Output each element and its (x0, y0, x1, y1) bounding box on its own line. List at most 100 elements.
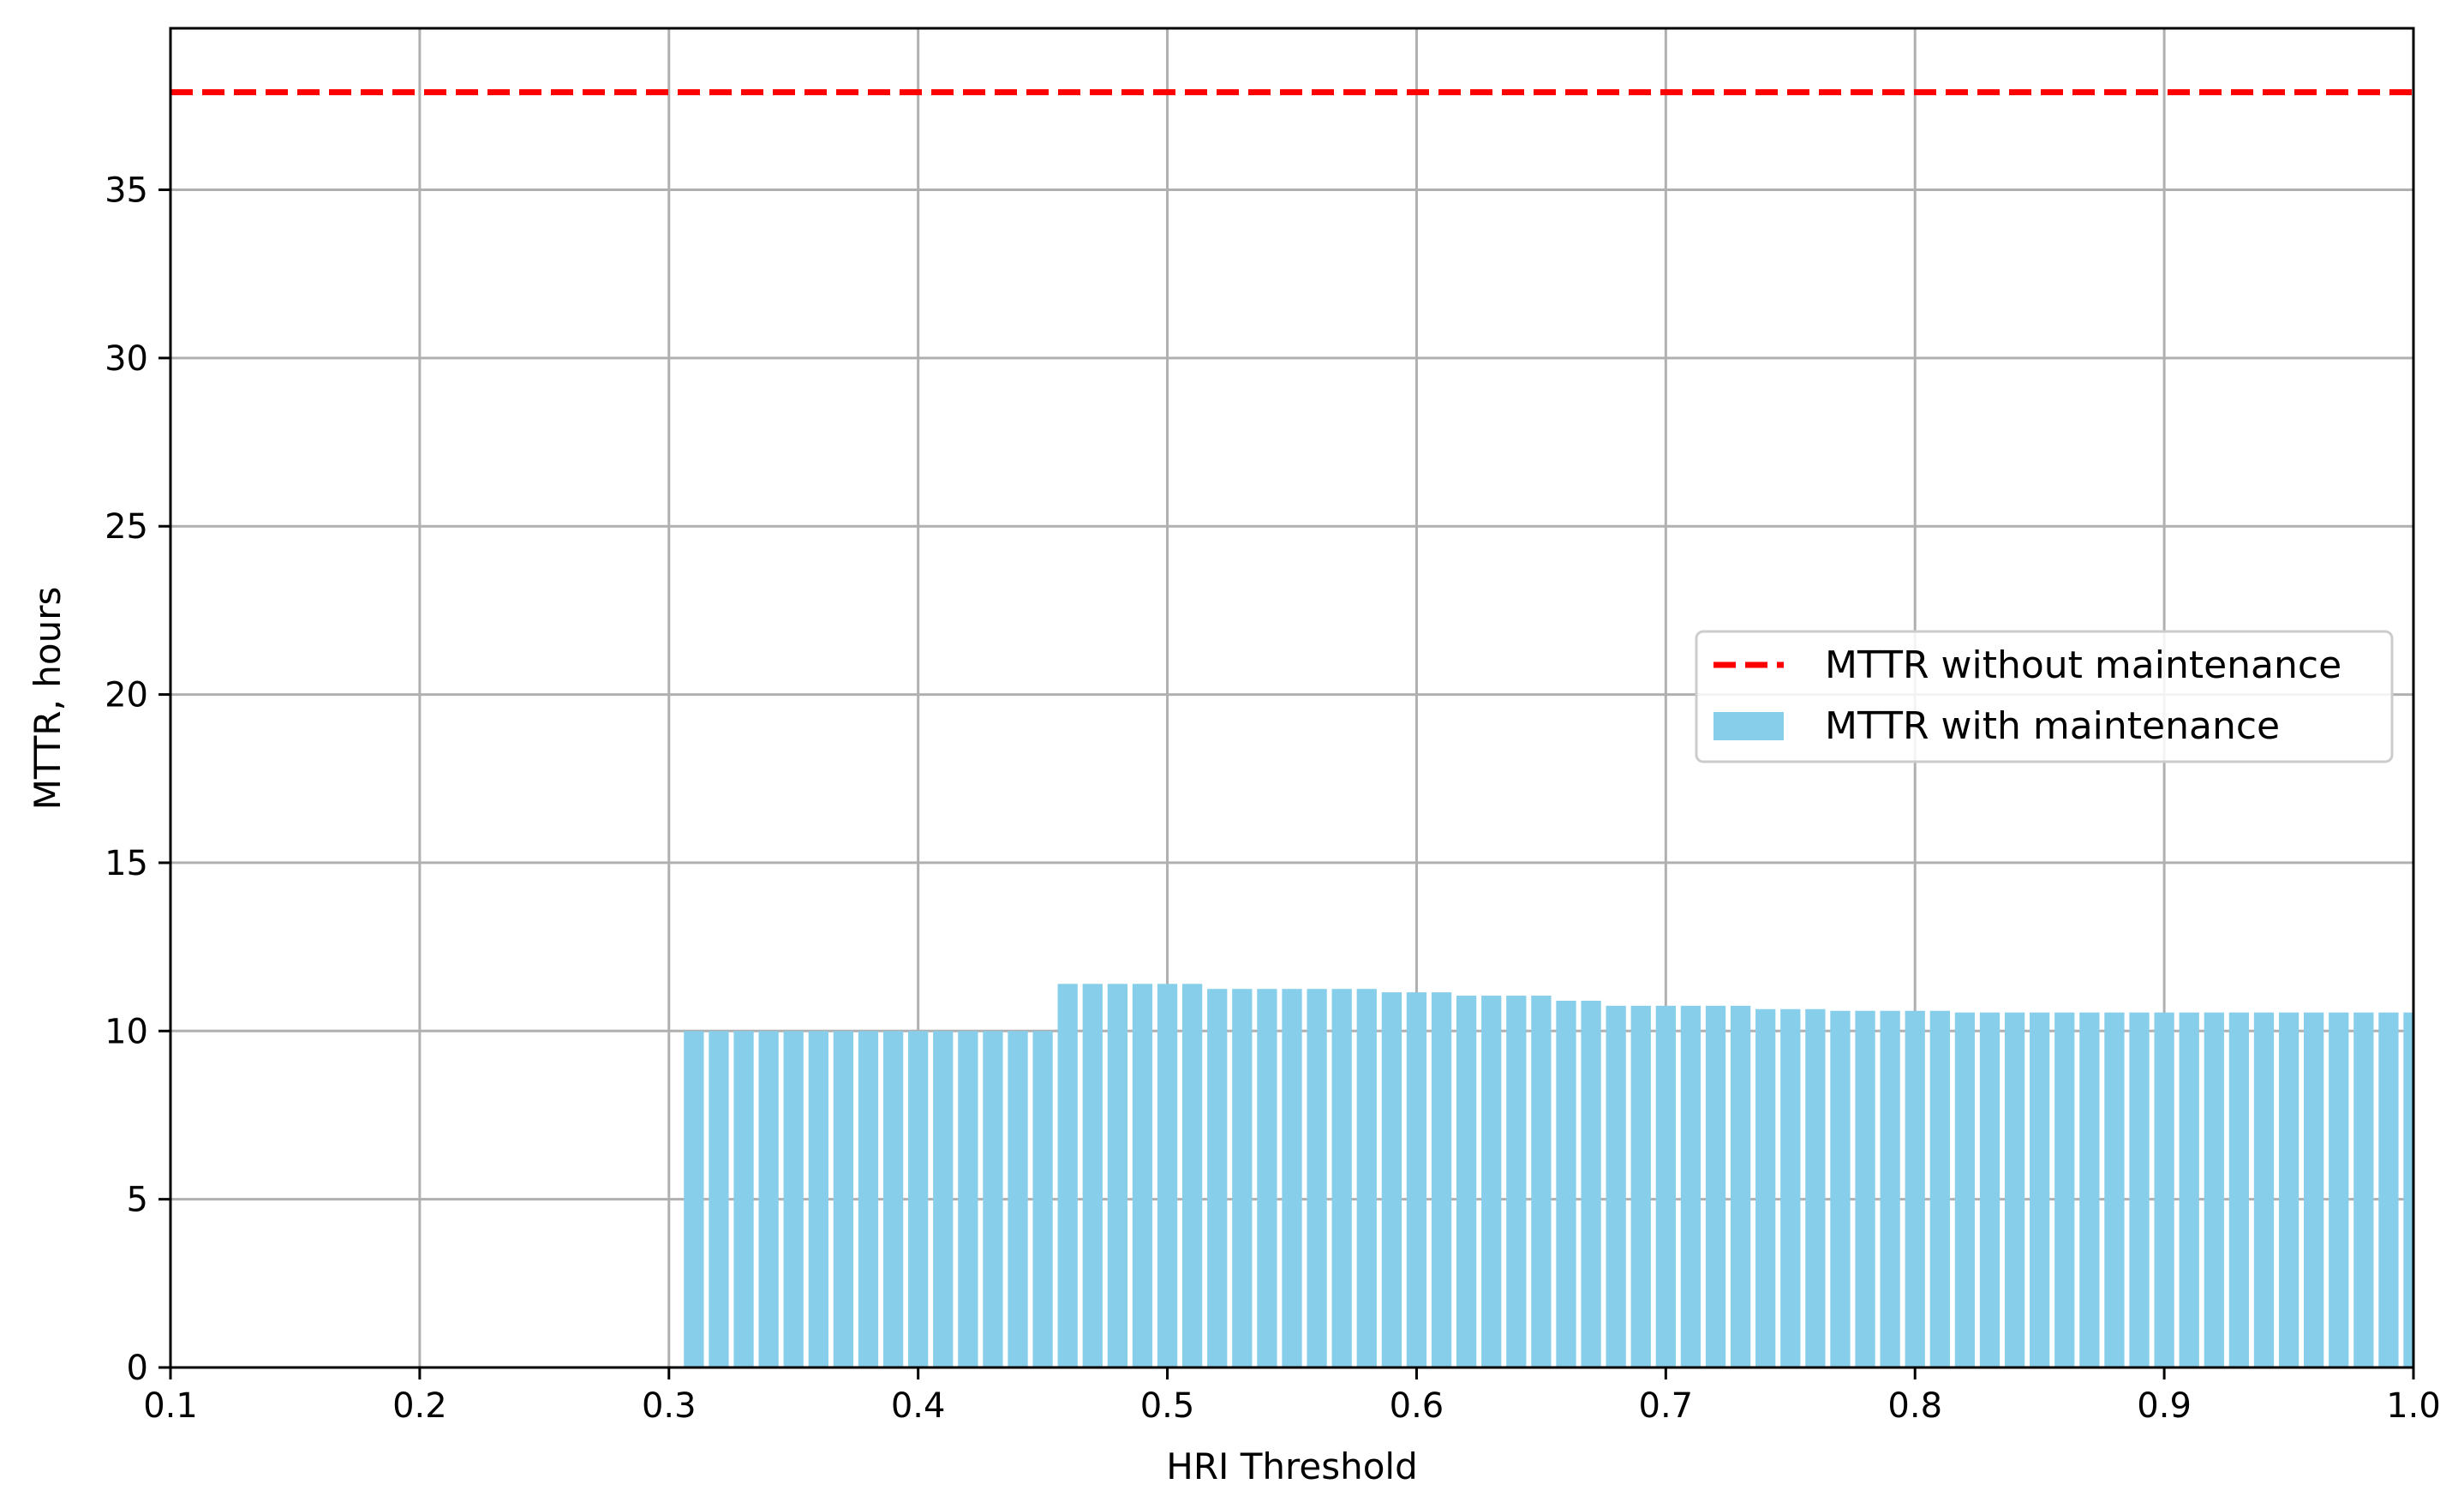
bar (1331, 989, 1352, 1367)
bar (882, 1031, 904, 1367)
bar (2228, 1012, 2250, 1367)
y-tick-label: 35 (105, 171, 148, 211)
bar (2378, 1012, 2399, 1367)
x-tick-label: 0.8 (1887, 1386, 1942, 1426)
y-axis-label: MTTR, hours (27, 587, 69, 811)
bar (1008, 1031, 1028, 1367)
bar (1182, 984, 1203, 1367)
bar (958, 1031, 978, 1367)
x-tick-label: 0.6 (1390, 1386, 1444, 1426)
bar (2154, 1012, 2174, 1367)
bar (2004, 1012, 2025, 1367)
bar (1705, 1005, 1726, 1367)
bar (2179, 1012, 2199, 1367)
bar (1830, 1010, 1851, 1367)
y-tick-label: 30 (105, 339, 148, 379)
bar (783, 1031, 804, 1367)
bar (2129, 1012, 2150, 1367)
bar (1456, 996, 1477, 1367)
bar (1556, 1000, 1576, 1367)
bar (1531, 996, 1552, 1367)
y-tick-label: 15 (105, 844, 148, 883)
bar (933, 1031, 954, 1367)
legend-box (1695, 630, 2394, 763)
x-axis-label: HRI Threshold (1166, 1445, 1418, 1487)
bar (2329, 1012, 2349, 1367)
x-tick-label: 0.3 (642, 1386, 697, 1426)
legend-bar-swatch (1713, 712, 1784, 740)
bar (733, 1031, 754, 1367)
bar (1157, 984, 1178, 1367)
bar (1954, 1012, 1976, 1367)
bar (2403, 1012, 2413, 1367)
bar (1032, 1031, 1053, 1367)
bar (983, 1031, 1003, 1367)
bar (2204, 1012, 2224, 1367)
bar (1581, 1000, 1601, 1367)
bar (1356, 989, 1377, 1367)
bar (808, 1031, 828, 1367)
bar (1381, 992, 1402, 1367)
legend: MTTR without maintenance MTTR with maint… (1695, 630, 2394, 763)
x-tick-label: 1.0 (2386, 1386, 2441, 1426)
bar (2253, 1012, 2275, 1367)
bar (1506, 996, 1527, 1367)
bar (1257, 989, 1277, 1367)
x-tick-label: 0.5 (1140, 1386, 1195, 1426)
bar (858, 1031, 879, 1367)
bar (758, 1031, 779, 1367)
bar (1680, 1005, 1701, 1367)
bar (1232, 989, 1253, 1367)
bar (1107, 984, 1128, 1367)
y-tick-label: 0 (127, 1349, 148, 1388)
bar (1057, 984, 1078, 1367)
bar (833, 1031, 854, 1367)
y-tick-label: 25 (105, 507, 148, 547)
x-tick-label: 0.7 (1639, 1386, 1694, 1426)
bar (1082, 984, 1103, 1367)
bar (1929, 1010, 1950, 1367)
bar (709, 1031, 729, 1367)
bar (1979, 1012, 2001, 1367)
bar (1606, 1005, 1626, 1367)
y-tick-label: 5 (127, 1181, 148, 1220)
x-axis-ticks: 0.1 0.2 0.3 0.4 0.5 0.6 0.7 0.8 0.9 1.0 (143, 1367, 2441, 1426)
bar (1630, 1005, 1651, 1367)
bar (2278, 1012, 2300, 1367)
bar (2079, 1012, 2100, 1367)
bar (684, 1031, 704, 1367)
bar (1481, 996, 1502, 1367)
bar (1880, 1010, 1900, 1367)
bar (1406, 992, 1427, 1367)
bar (1132, 984, 1153, 1367)
y-axis-ticks: 0 5 10 15 20 25 30 35 (105, 171, 170, 1388)
bar (1905, 1010, 1925, 1367)
bar (1755, 1008, 1776, 1367)
bar (1207, 989, 1228, 1367)
bar (1780, 1008, 1801, 1367)
x-tick-label: 0.9 (2137, 1386, 2192, 1426)
y-tick-label: 10 (105, 1012, 148, 1051)
bar (1805, 1008, 1826, 1367)
bar (1282, 989, 1302, 1367)
bar (1431, 992, 1452, 1367)
bar (1855, 1010, 1875, 1367)
x-tick-label: 0.1 (143, 1386, 198, 1426)
bar (2104, 1012, 2125, 1367)
bar (908, 1031, 929, 1367)
bar (1730, 1005, 1751, 1367)
legend-label-bars: MTTR with maintenance (1825, 704, 2280, 748)
x-tick-label: 0.2 (392, 1386, 447, 1426)
bar (2030, 1012, 2050, 1367)
plot-frame (169, 27, 2415, 1369)
x-tick-label: 0.4 (891, 1386, 946, 1426)
y-tick-label: 20 (105, 676, 148, 715)
bar (1655, 1005, 1676, 1367)
bar (1307, 989, 1327, 1367)
bars (684, 984, 2413, 1367)
bar (2353, 1012, 2374, 1367)
bar (2304, 1012, 2324, 1367)
legend-label-reference: MTTR without maintenance (1825, 643, 2341, 687)
bar (2054, 1012, 2075, 1367)
